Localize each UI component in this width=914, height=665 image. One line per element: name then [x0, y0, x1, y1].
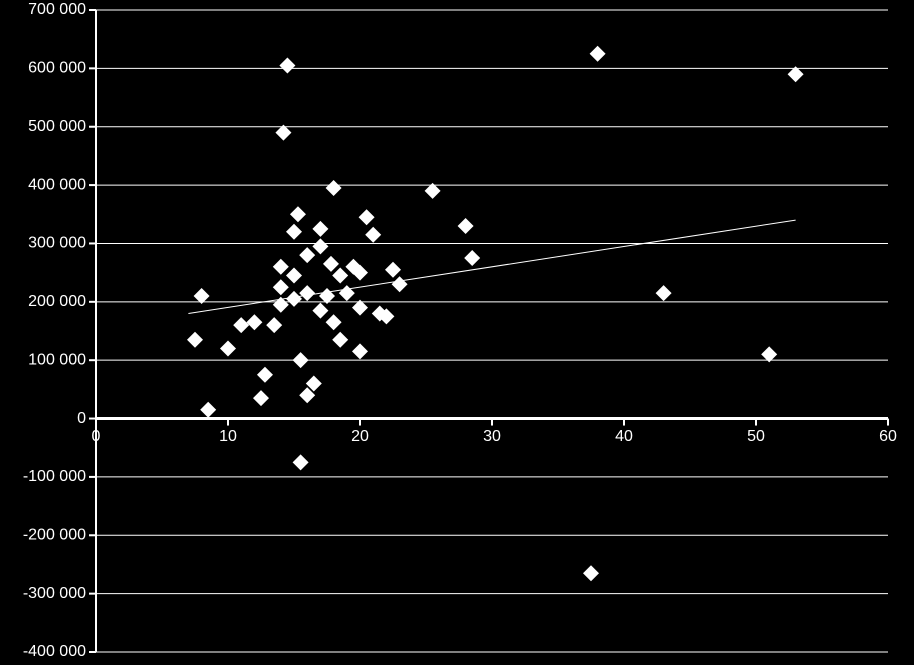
- y-tick-label: 700 000: [28, 1, 86, 18]
- y-tick-label: 200 000: [28, 293, 86, 310]
- y-tick-label: 400 000: [28, 176, 86, 193]
- y-tick-label: -400 000: [23, 643, 86, 660]
- y-tick-label: 300 000: [28, 235, 86, 252]
- x-tick-label: 40: [615, 428, 633, 445]
- x-tick-label: 60: [879, 428, 897, 445]
- y-tick-label: 100 000: [28, 351, 86, 368]
- x-tick-label: 20: [351, 428, 369, 445]
- y-tick-label: -100 000: [23, 468, 86, 485]
- y-tick-label: 0: [77, 410, 86, 427]
- chart-background: [0, 0, 914, 665]
- x-tick-label: 50: [747, 428, 765, 445]
- y-tick-label: -200 000: [23, 526, 86, 543]
- scatter-chart: 0 10 20 30 40 50 60 -400 000 -300 000 -200 000 -10…: [0, 0, 914, 665]
- y-tick-label: -300 000: [23, 585, 86, 602]
- y-tick-label: 500 000: [28, 118, 86, 135]
- y-tick-label: 600 000: [28, 60, 86, 77]
- x-tick-label: 30: [483, 428, 501, 445]
- x-tick-label: 10: [219, 428, 237, 445]
